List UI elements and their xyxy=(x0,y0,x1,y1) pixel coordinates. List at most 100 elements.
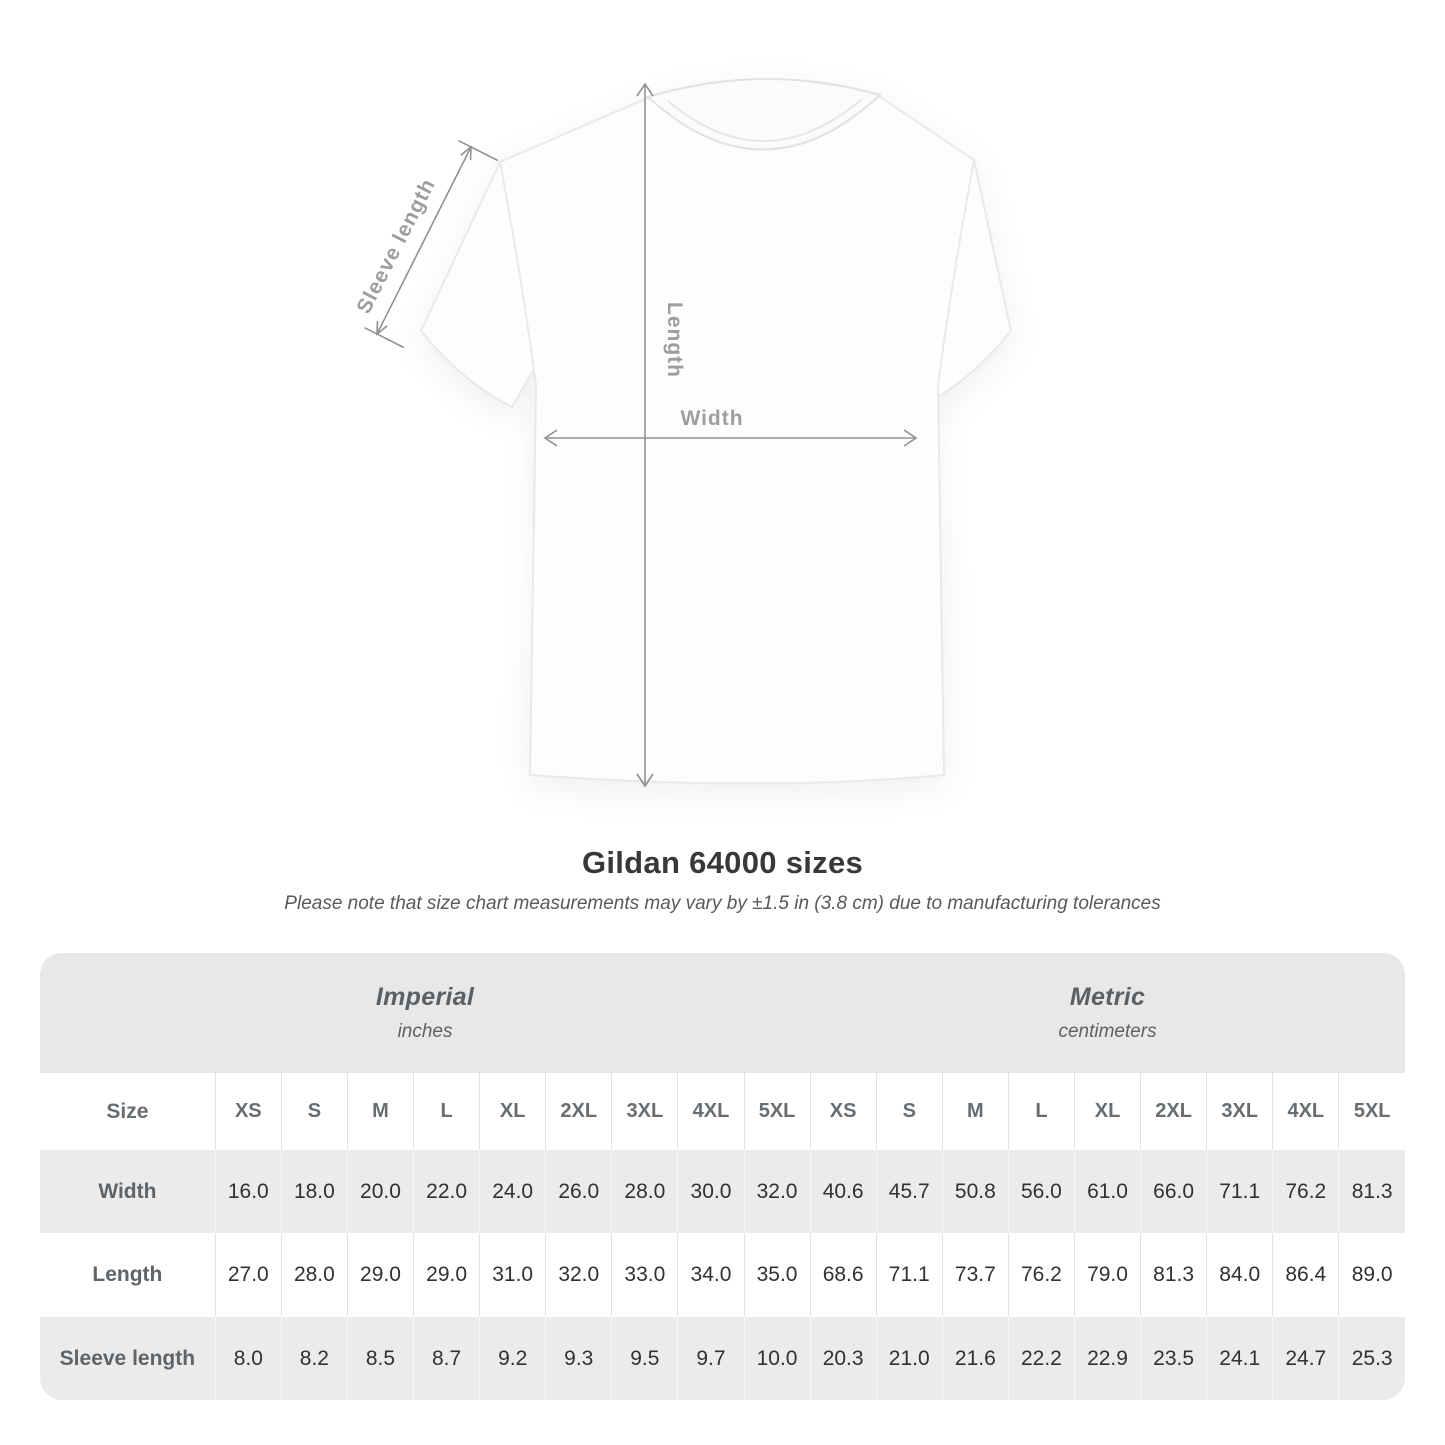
metric-group-header: Metric centimeters xyxy=(810,953,1405,1073)
value-cell: 68.6 xyxy=(809,1233,877,1317)
size-header-cell: XL xyxy=(479,1073,546,1150)
value-cell: 8.2 xyxy=(280,1317,348,1400)
value-cell: 22.2 xyxy=(1007,1317,1075,1400)
value-cell: 40.6 xyxy=(809,1150,877,1233)
size-header-cell: 3XL xyxy=(611,1073,678,1150)
length-dimension-arrow xyxy=(636,82,654,788)
width-row: Width 16.0 18.0 20.0 22.0 24.0 26.0 28.0… xyxy=(40,1150,1405,1233)
value-cell: 24.0 xyxy=(479,1150,546,1233)
unit-group-header-row: Imperial inches Metric centimeters xyxy=(40,953,1405,1073)
value-cell: 66.0 xyxy=(1140,1150,1207,1233)
value-cell: 73.7 xyxy=(941,1233,1009,1317)
value-cell: 23.5 xyxy=(1140,1317,1207,1400)
size-header-cell: 4XL xyxy=(677,1073,744,1150)
value-cell: 79.0 xyxy=(1073,1233,1141,1317)
value-cell: 32.0 xyxy=(545,1233,612,1317)
value-cell: 32.0 xyxy=(743,1150,811,1233)
size-chart-card: Imperial inches Metric centimeters Size … xyxy=(40,953,1405,1400)
size-header-cell: L xyxy=(1007,1073,1075,1150)
size-header-cell: L xyxy=(413,1073,480,1150)
value-cell: 71.1 xyxy=(1206,1150,1273,1233)
value-cell: 27.0 xyxy=(214,1233,282,1317)
value-cell: 18.0 xyxy=(280,1150,348,1233)
value-cell: 20.0 xyxy=(346,1150,414,1233)
value-cell: 28.0 xyxy=(611,1150,678,1233)
size-header-cell: 5XL xyxy=(743,1073,811,1150)
title-block: Gildan 64000 sizes Please note that size… xyxy=(0,846,1445,915)
metric-group-name: Metric xyxy=(1069,983,1146,1011)
size-header-cell: 4XL xyxy=(1272,1073,1339,1150)
value-cell: 61.0 xyxy=(1073,1150,1141,1233)
size-header-cell: 2XL xyxy=(545,1073,612,1150)
value-cell: 30.0 xyxy=(677,1150,744,1233)
value-cell: 34.0 xyxy=(677,1233,744,1317)
value-cell: 9.5 xyxy=(611,1317,678,1400)
row-label: Length xyxy=(92,1263,163,1286)
value-cell: 25.3 xyxy=(1338,1317,1405,1400)
size-header-cell: S xyxy=(875,1073,943,1150)
tshirt-collar xyxy=(646,78,882,151)
value-cell: 24.1 xyxy=(1206,1317,1273,1400)
value-cell: 89.0 xyxy=(1338,1233,1405,1317)
value-cell: 22.0 xyxy=(413,1150,480,1233)
imperial-group-name: Imperial xyxy=(375,983,475,1011)
size-header-cell: XS xyxy=(809,1073,877,1150)
value-cell: 84.0 xyxy=(1206,1233,1273,1317)
value-cell: 86.4 xyxy=(1272,1233,1339,1317)
size-header-cell: XS xyxy=(214,1073,282,1150)
value-cell: 22.9 xyxy=(1073,1317,1141,1400)
value-cell: 8.7 xyxy=(413,1317,480,1400)
sleeve-length-row: Sleeve length 8.0 8.2 8.5 8.7 9.2 9.3 9.… xyxy=(40,1317,1405,1400)
value-cell: 20.3 xyxy=(809,1317,877,1400)
tshirt-collar-seam xyxy=(667,98,863,142)
value-cell: 21.0 xyxy=(875,1317,943,1400)
size-header-cell: S xyxy=(280,1073,348,1150)
size-header-cell: M xyxy=(346,1073,414,1150)
size-header-row: Size XS S M L XL 2XL 3XL 4XL 5XL XS S M … xyxy=(40,1073,1405,1150)
value-cell: 9.3 xyxy=(545,1317,612,1400)
value-cell: 10.0 xyxy=(743,1317,811,1400)
size-chart-table: Imperial inches Metric centimeters Size … xyxy=(40,953,1405,1400)
imperial-group-unit: inches xyxy=(397,1021,453,1042)
value-cell: 26.0 xyxy=(545,1150,612,1233)
value-cell: 71.1 xyxy=(875,1233,943,1317)
value-cell: 76.2 xyxy=(1007,1233,1075,1317)
value-cell: 29.0 xyxy=(413,1233,480,1317)
value-cell: 76.2 xyxy=(1272,1150,1339,1233)
size-header-cell: 5XL xyxy=(1338,1073,1405,1150)
value-cell: 28.0 xyxy=(280,1233,348,1317)
length-row: Length 27.0 28.0 29.0 29.0 31.0 32.0 33.… xyxy=(40,1233,1405,1317)
width-label: Width xyxy=(680,407,743,430)
value-cell: 35.0 xyxy=(743,1233,811,1317)
length-label: Length xyxy=(663,302,686,378)
imperial-group-header: Imperial inches xyxy=(40,953,811,1073)
value-cell: 81.3 xyxy=(1338,1150,1405,1233)
tolerance-note: Please note that size chart measurements… xyxy=(284,893,1161,914)
width-dimension-arrow xyxy=(543,429,918,447)
size-header-cell: M xyxy=(941,1073,1009,1150)
size-header-cell: 3XL xyxy=(1206,1073,1273,1150)
value-cell: 24.7 xyxy=(1272,1317,1339,1400)
value-cell: 33.0 xyxy=(611,1233,678,1317)
value-cell: 16.0 xyxy=(214,1150,282,1233)
tshirt-measurement-diagram: Length Width Sleeve length xyxy=(352,78,1013,788)
value-cell: 31.0 xyxy=(479,1233,546,1317)
metric-group-unit: centimeters xyxy=(1058,1021,1157,1042)
value-cell: 29.0 xyxy=(346,1233,414,1317)
value-cell: 8.5 xyxy=(346,1317,414,1400)
value-cell: 45.7 xyxy=(875,1150,943,1233)
tshirt-body xyxy=(498,81,976,785)
value-cell: 21.6 xyxy=(941,1317,1009,1400)
page-title: Gildan 64000 sizes xyxy=(581,845,864,880)
value-cell: 50.8 xyxy=(941,1150,1009,1233)
value-cell: 81.3 xyxy=(1140,1233,1207,1317)
size-column-header: Size xyxy=(40,1073,216,1150)
value-cell: 9.7 xyxy=(677,1317,744,1400)
tshirt-illustration xyxy=(419,78,1013,785)
row-label: Sleeve length xyxy=(59,1346,196,1370)
size-header-cell: XL xyxy=(1073,1073,1141,1150)
value-cell: 9.2 xyxy=(479,1317,546,1400)
row-label: Width xyxy=(98,1179,157,1203)
value-cell: 8.0 xyxy=(214,1317,282,1400)
